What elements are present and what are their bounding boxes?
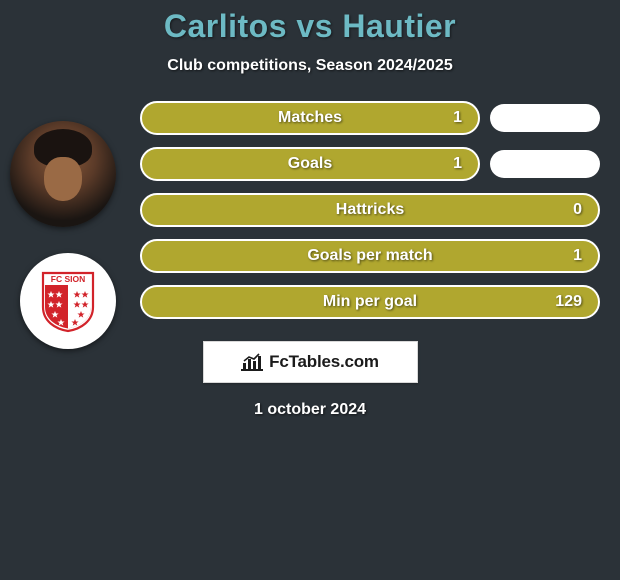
stat-value: 1	[453, 155, 462, 173]
stat-label: Min per goal	[323, 293, 417, 311]
stat-row: Hattricks 0	[140, 193, 600, 227]
opponent-bar	[490, 104, 600, 132]
stat-row: Goals per match 1	[140, 239, 600, 273]
svg-text:FC SION: FC SION	[51, 274, 85, 284]
stat-value: 1	[573, 247, 582, 265]
stat-row: Matches 1	[140, 101, 600, 135]
brand-badge[interactable]: FcTables.com	[203, 341, 418, 383]
page-subtitle: Club competitions, Season 2024/2025	[0, 57, 620, 75]
stat-row: Goals 1	[140, 147, 600, 181]
player-avatar	[10, 121, 116, 227]
stat-value: 0	[573, 201, 582, 219]
comparison-widget: Carlitos vs Hautier Club competitions, S…	[0, 0, 620, 419]
stat-label: Goals	[288, 155, 332, 173]
stat-value: 129	[555, 293, 582, 311]
stat-bar: Min per goal 129	[140, 285, 600, 319]
stat-bar: Goals per match 1	[140, 239, 600, 273]
stat-value: 1	[453, 109, 462, 127]
stat-row: Min per goal 129	[140, 285, 600, 319]
page-title: Carlitos vs Hautier	[0, 8, 620, 45]
stat-bar: Hattricks 0	[140, 193, 600, 227]
brand-text: FcTables.com	[269, 352, 379, 372]
stat-label: Hattricks	[336, 201, 404, 219]
stat-label: Matches	[278, 109, 342, 127]
club-shield-icon: FC SION	[39, 269, 97, 333]
footer-date: 1 october 2024	[0, 401, 620, 419]
club-logo: FC SION	[20, 253, 116, 349]
opponent-bar	[490, 150, 600, 178]
stat-bar: Matches 1	[140, 101, 480, 135]
stat-bar: Goals 1	[140, 147, 480, 181]
bar-chart-icon	[241, 353, 263, 371]
stat-label: Goals per match	[307, 247, 432, 265]
